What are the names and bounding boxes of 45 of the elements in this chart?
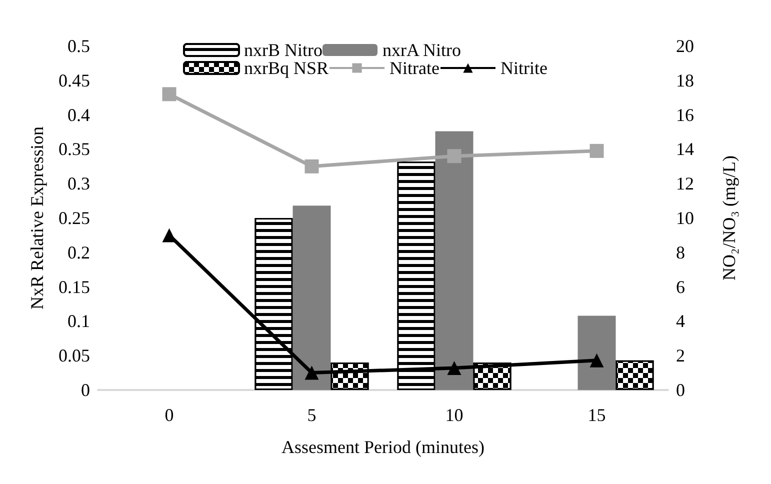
legend-label: nxrA Nitro (382, 40, 461, 60)
y2-tick-label: 20 (676, 36, 694, 56)
x-tick-label: 5 (307, 405, 316, 425)
y-tick-label: 0 (81, 380, 90, 400)
y-tick-label: 0.05 (58, 346, 90, 366)
point (304, 159, 319, 174)
y-axis-title: NxR Relative Expression (27, 126, 47, 310)
y2-tick-label: 0 (676, 380, 685, 400)
legend-label: Nitrate (390, 58, 440, 78)
y-tick-label: 0.15 (58, 276, 90, 297)
point (162, 228, 176, 242)
y2-tick-label: 2 (676, 346, 685, 366)
point (590, 353, 604, 368)
y-tick-label: 0.35 (58, 139, 90, 160)
y-tick-label: 0.5 (68, 36, 90, 56)
point (590, 144, 604, 158)
legend-label: nxrB Nitro (244, 40, 322, 60)
point (162, 87, 176, 102)
y2-axis-title: NO₂/NO₃ (mg/L) (719, 155, 739, 281)
y-tick-label: 0.45 (58, 70, 90, 90)
y-tick-label: 0.1 (68, 311, 90, 332)
legend-label: nxrBq NSR (244, 58, 329, 78)
y2-tick-label: 8 (676, 242, 685, 262)
point (447, 149, 462, 164)
bar (578, 316, 616, 390)
point (304, 366, 319, 380)
y2-tick-label: 6 (676, 276, 685, 297)
y2-tick-label: 14 (676, 139, 694, 160)
legend-label: Nitrite (500, 58, 548, 78)
bar (435, 131, 474, 390)
y2-tick-label: 10 (676, 208, 694, 228)
y-tick-label: 0.3 (68, 174, 90, 194)
y-tick-label: 0.25 (58, 208, 90, 228)
x-axis-title: Assesment Period (minutes) (282, 437, 484, 457)
x-tick-label: 0 (164, 405, 174, 425)
y2-tick-label: 12 (676, 174, 694, 194)
y-tick-label: 0.4 (68, 104, 90, 125)
point (447, 360, 462, 375)
bar (292, 206, 331, 390)
y2-tick-label: 4 (676, 311, 685, 332)
y2-tick-label: 18 (676, 70, 694, 90)
y-tick-label: 0.2 (68, 242, 90, 262)
y2-tick-label: 16 (676, 104, 694, 125)
x-tick-label: 10 (445, 405, 464, 425)
x-tick-label: 15 (588, 405, 606, 425)
